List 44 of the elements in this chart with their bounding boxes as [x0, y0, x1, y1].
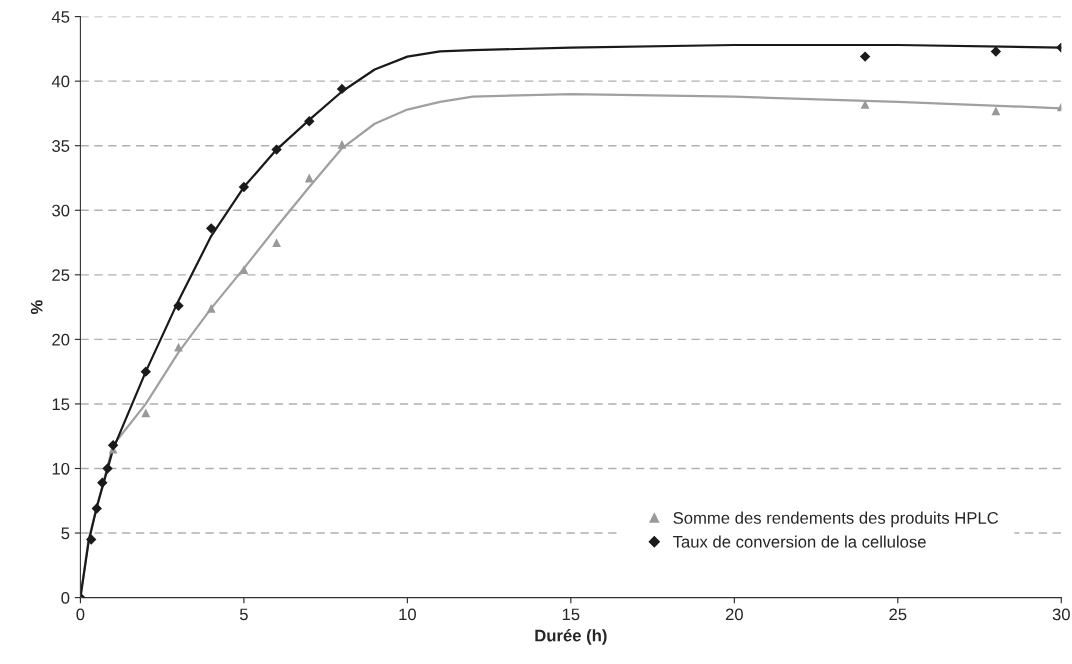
- y-tick-label: 0: [61, 592, 70, 604]
- y-tick-label: 45: [51, 11, 70, 23]
- point: [141, 408, 151, 418]
- x-tick-label: 10: [399, 608, 416, 621]
- point: [173, 300, 184, 312]
- point: [205, 223, 217, 234]
- y-tick-label: 5: [61, 527, 70, 540]
- y-axis-title: %: [30, 300, 43, 315]
- point: [85, 534, 97, 545]
- x-tick-label: 25: [889, 608, 907, 621]
- x-tick-label: 0: [76, 608, 85, 621]
- point: [97, 477, 108, 488]
- y-tick-label: 15: [52, 398, 70, 411]
- point: [304, 115, 315, 127]
- legend-label: Taux de conversion de la cellulose: [673, 535, 926, 548]
- y-tick-label: 30: [52, 204, 70, 217]
- y-tick-label: 40: [51, 75, 70, 88]
- point: [239, 265, 249, 275]
- y-tick-label: 35: [52, 140, 70, 152]
- point: [860, 100, 870, 109]
- x-tick-label: 20: [725, 608, 743, 621]
- y-tick-label: 25: [52, 269, 70, 282]
- x-tick-label: 30: [1052, 608, 1070, 621]
- legend-label: Somme des rendements des produits HPLC: [673, 511, 999, 528]
- point: [91, 503, 102, 514]
- x-tick-label: 15: [562, 608, 580, 621]
- x-axis-title: Durée (h): [535, 629, 607, 645]
- point: [174, 342, 183, 352]
- point: [337, 140, 347, 149]
- point: [107, 440, 119, 451]
- point: [272, 238, 281, 247]
- point: [991, 106, 1001, 116]
- point: [336, 83, 348, 95]
- point: [271, 144, 282, 155]
- point: [990, 46, 1002, 57]
- point: [859, 51, 871, 62]
- point: [206, 304, 216, 313]
- point: [238, 181, 250, 193]
- point: [140, 366, 151, 377]
- y-tick-label: 20: [52, 333, 70, 346]
- point: [102, 463, 113, 474]
- x-tick-label: 5: [239, 608, 248, 621]
- y-tick-label: 10: [52, 462, 70, 475]
- point: [304, 173, 314, 183]
